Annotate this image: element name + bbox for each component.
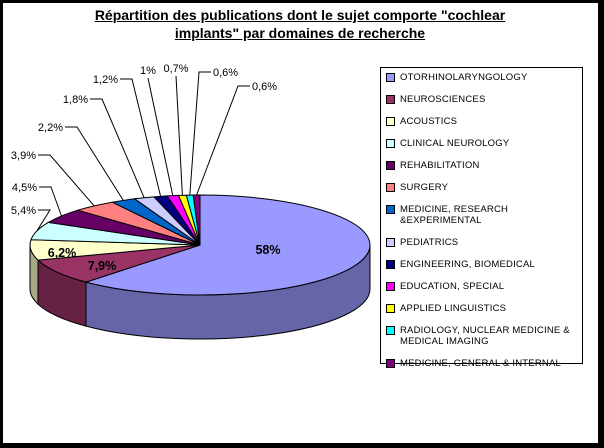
- legend-item-label: REHABILITATION: [400, 160, 480, 171]
- label-leader-line: [90, 98, 145, 198]
- legend-swatch-icon: [386, 161, 395, 170]
- legend-swatch-icon: [386, 282, 395, 291]
- label-leader-line: [65, 126, 124, 201]
- legend-item-label: RADIOLOGY, NUCLEAR MEDICINE & MEDICAL IM…: [400, 325, 570, 347]
- label-leader-line: [36, 209, 51, 232]
- pie-data-label: 1,8%: [63, 94, 88, 106]
- legend-swatch-icon: [386, 304, 395, 313]
- label-leader-line: [120, 78, 162, 197]
- legend-swatch-icon: [386, 205, 395, 214]
- legend-item-label: MEDICINE, RESEARCH &EXPERIMENTAL: [400, 204, 509, 226]
- legend-item[interactable]: SURGERY: [385, 182, 580, 193]
- legend-item[interactable]: REHABILITATION: [385, 160, 580, 171]
- legend-swatch-icon: [386, 73, 395, 82]
- chart-title-line-1: Répartition des publications dont le suj…: [94, 7, 506, 23]
- chart-title-line-2: implants" par domaines de recherche: [174, 25, 426, 41]
- pie-data-label: 1,2%: [93, 74, 118, 86]
- pie-data-label: 7,9%: [88, 259, 117, 273]
- legend-item-label: NEUROSCIENCES: [400, 94, 486, 105]
- legend-swatch-icon: [386, 359, 395, 368]
- legend-item[interactable]: MEDICINE, RESEARCH &EXPERIMENTAL: [385, 204, 580, 226]
- legend-item[interactable]: PEDIATRICS: [385, 237, 580, 248]
- pie-data-label: 4,5%: [12, 182, 37, 194]
- chart-title: Répartition des publications dont le suj…: [7, 6, 593, 42]
- legend-swatch-icon: [386, 238, 395, 247]
- pie-data-labels: 58% 7,9% 6,2% 5,4% 4,5% 3,9% 2,2% 1,8% 1,2% 1% 0,7…: [11, 63, 281, 273]
- pie-data-label: 58%: [255, 243, 280, 257]
- legend-item-label: SURGERY: [400, 182, 449, 193]
- pie-data-label: 6,2%: [48, 246, 77, 260]
- legend-swatch-icon: [386, 117, 395, 126]
- legend-item[interactable]: CLINICAL NEUROLOGY: [385, 138, 580, 149]
- pie-slice[interactable]: [36, 244, 201, 283]
- label-leader-line: [38, 154, 95, 207]
- label-leader-lines: [36, 71, 250, 232]
- legend-swatch-icon: [386, 326, 395, 335]
- label-leader-line: [175, 75, 183, 196]
- legend-item[interactable]: APPLIED LINGUISTICS: [385, 303, 580, 314]
- legend-item-label: EDUCATION, SPECIAL: [400, 281, 505, 292]
- label-leader-line: [196, 85, 250, 196]
- legend-item[interactable]: EDUCATION, SPECIAL: [385, 281, 580, 292]
- legend-item[interactable]: MEDICINE, GENERAL & INTERNAL: [385, 358, 580, 369]
- legend-item[interactable]: NEUROSCIENCES: [385, 94, 580, 105]
- legend-item[interactable]: ENGINEERING, BIOMEDICAL: [385, 259, 580, 270]
- legend-item-label: ENGINEERING, BIOMEDICAL: [400, 259, 535, 270]
- pie-data-label: 0,6%: [213, 67, 238, 79]
- label-leader-line: [39, 186, 62, 217]
- legend-swatch-icon: [386, 183, 395, 192]
- label-leader-line: [147, 77, 174, 196]
- legend-swatch-icon: [386, 260, 395, 269]
- legend-item-label: MEDICINE, GENERAL & INTERNAL: [400, 358, 561, 369]
- legend-item[interactable]: RADIOLOGY, NUCLEAR MEDICINE & MEDICAL IM…: [385, 325, 580, 347]
- legend-item-label: APPLIED LINGUISTICS: [400, 303, 507, 314]
- legend-item-label: PEDIATRICS: [400, 237, 459, 248]
- legend-item-label: CLINICAL NEUROLOGY: [400, 138, 510, 149]
- pie-data-label: 3,9%: [11, 150, 36, 162]
- pie-slices: [29, 194, 371, 296]
- pie-data-label: 1%: [140, 65, 156, 77]
- legend-item[interactable]: ACOUSTICS: [385, 116, 580, 127]
- pie-data-label: 0,6%: [252, 81, 277, 93]
- label-leader-line: [189, 71, 211, 196]
- legend-item-label: OTORHINOLARYNGOLOGY: [400, 72, 528, 83]
- pie-data-label: 5,4%: [11, 205, 36, 217]
- pie-data-label: 0,7%: [163, 63, 188, 75]
- legend-item[interactable]: OTORHINOLARYNGOLOGY: [385, 72, 580, 83]
- pie-data-label: 2,2%: [38, 122, 63, 134]
- pie-slice[interactable]: [84, 194, 371, 296]
- legend-swatch-icon: [386, 95, 395, 104]
- legend: OTORHINOLARYNGOLOGY NEUROSCIENCES ACOUSTIC…: [380, 67, 583, 369]
- legend-item-label: ACOUSTICS: [400, 116, 458, 127]
- legend-swatch-icon: [386, 139, 395, 148]
